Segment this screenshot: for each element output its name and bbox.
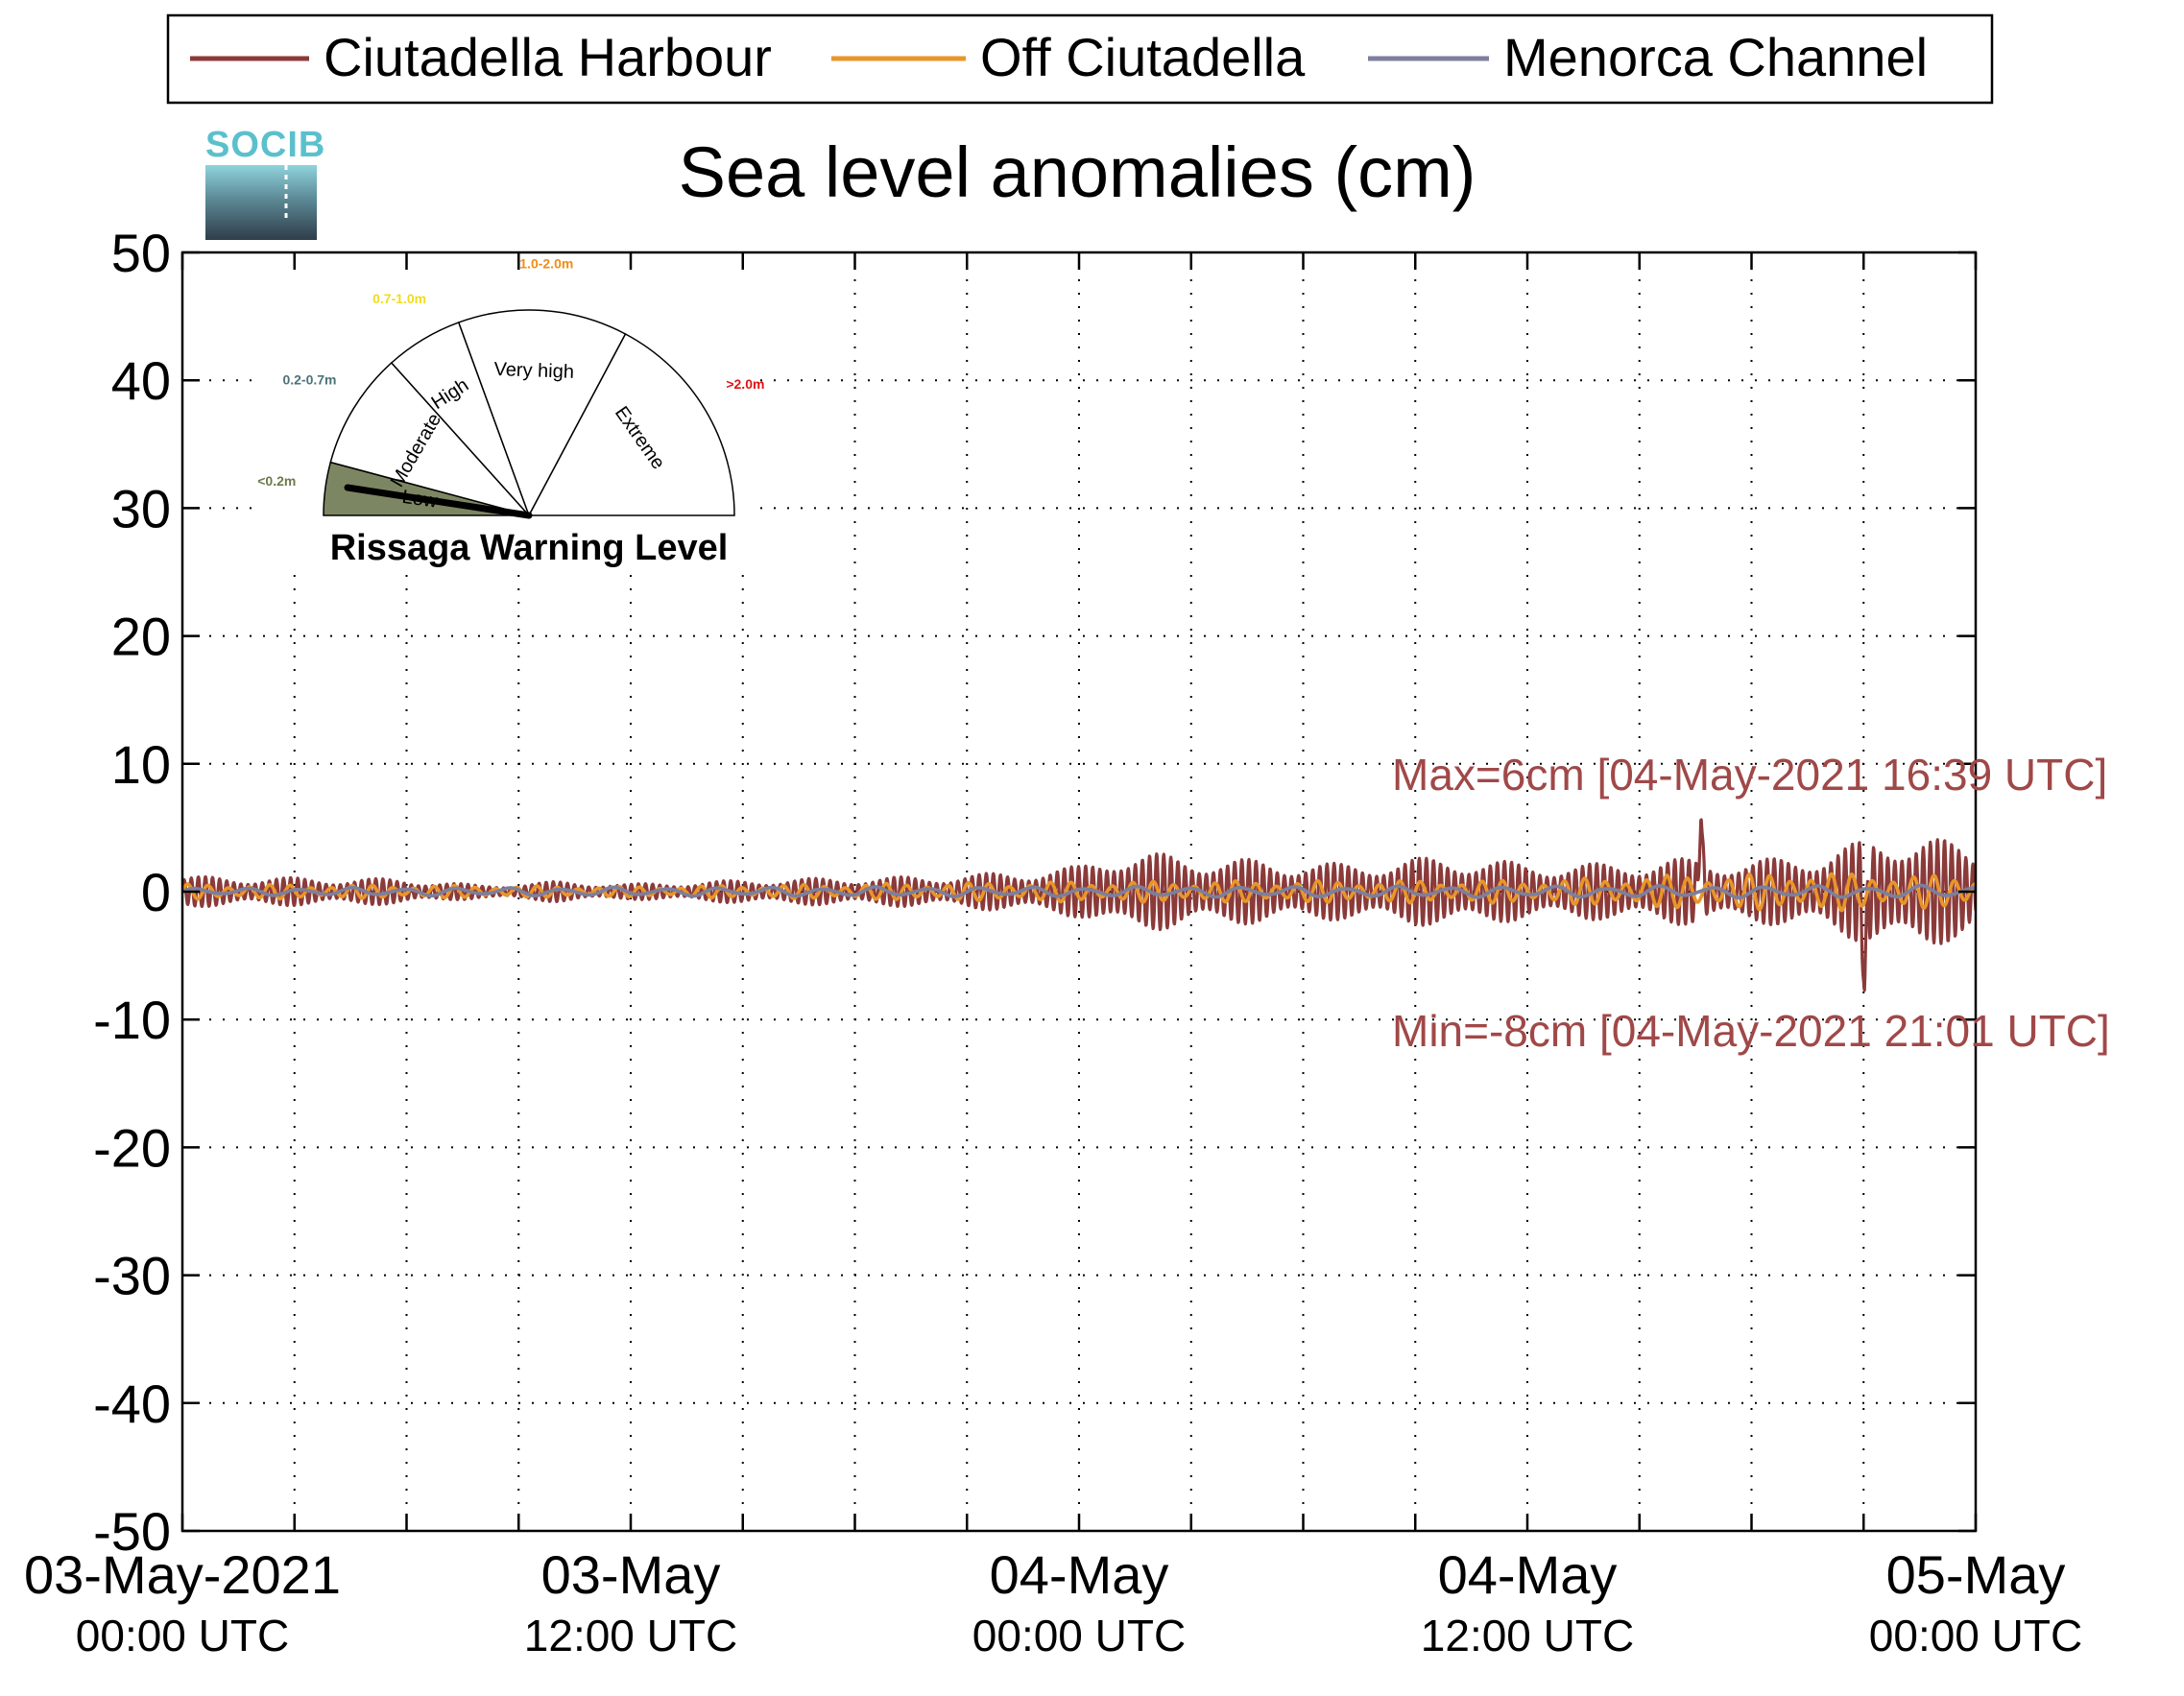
x-tick-label-date: 03-May	[541, 1544, 721, 1605]
socib-logo: SOCIB	[205, 125, 325, 240]
x-tick-label-date: 04-May	[990, 1544, 1169, 1605]
series-line-ciutadella-harbour	[182, 818, 1976, 992]
min-annotation: Min=-8cm [04-May-2021 21:01 UTC]	[1392, 1006, 2110, 1056]
gauge-sector-very-high	[457, 309, 627, 517]
chart-title: Sea level anomalies (cm)	[679, 132, 1476, 212]
series-lines	[182, 818, 1976, 992]
y-tick-label: 50	[111, 223, 171, 283]
legend-box	[166, 13, 1994, 105]
x-tick-label-date: 05-May	[1886, 1544, 2066, 1605]
y-tick-label: 30	[111, 478, 171, 538]
y-tick-label: 40	[111, 350, 171, 411]
series-line-menorca-channel	[182, 883, 1976, 900]
legend-label-off-ciutadella: Off Ciutadella	[980, 27, 1306, 87]
gauge-title: Rissaga Warning Level	[330, 528, 729, 568]
y-tick-label: 10	[111, 734, 171, 795]
x-tick-label-date: 03-May-2021	[24, 1544, 341, 1605]
socib-logo-mark	[205, 165, 317, 240]
y-tick-label: -50	[93, 1501, 171, 1562]
gauge-sector-moderate	[329, 361, 532, 517]
rissaga-warning-gauge: Low<0.2mModerate0.2-0.7mHigh0.7-1.0mVery…	[252, 255, 764, 573]
axis-ticks	[180, 251, 1978, 1533]
y-tick-label: -30	[93, 1246, 171, 1306]
gauge-range-label: 0.7-1.0m	[372, 291, 426, 306]
x-tick-label-time: 00:00 UTC	[972, 1611, 1186, 1660]
x-tick-label-time: 00:00 UTC	[76, 1611, 289, 1660]
gauge-range-label: 1.0-2.0m	[519, 255, 573, 271]
gauge-range-label: <0.2m	[257, 473, 296, 489]
gauge-range-label: >2.0m	[726, 376, 764, 392]
x-tick-label-time: 12:00 UTC	[524, 1611, 737, 1660]
gauge-sectors	[323, 309, 735, 517]
legend: Ciutadella Harbour Off Ciutadella Menorc…	[166, 13, 1994, 105]
max-annotation: Max=6cm [04-May-2021 16:39 UTC]	[1392, 750, 2107, 800]
y-axis-labels: 50 40 30 20 10 0 -10 -20 -30 -40 -50	[93, 223, 171, 1562]
legend-label-ciutadella-harbour: Ciutadella Harbour	[324, 27, 772, 87]
gauge-sector-extreme	[527, 332, 735, 516]
y-tick-label: 20	[111, 607, 171, 667]
socib-logo-text: SOCIB	[205, 125, 325, 165]
y-tick-label: -20	[93, 1117, 171, 1178]
gauge-range-label: 0.2-0.7m	[282, 372, 336, 388]
x-tick-label-time: 00:00 UTC	[1869, 1611, 2082, 1660]
legend-label-menorca-channel: Menorca Channel	[1503, 27, 1928, 87]
y-tick-label: -10	[93, 990, 171, 1050]
x-tick-label-date: 04-May	[1438, 1544, 1618, 1605]
gauge-sector-label: Very high	[493, 359, 574, 383]
y-tick-label: 0	[141, 862, 171, 922]
gauge-needle	[344, 484, 533, 519]
x-tick-label-time: 12:00 UTC	[1421, 1611, 1634, 1660]
y-tick-label: -40	[93, 1374, 171, 1434]
x-axis-labels: 03-May-2021 00:00 UTC 03-May 12:00 UTC 04-Ma…	[24, 1544, 2082, 1660]
